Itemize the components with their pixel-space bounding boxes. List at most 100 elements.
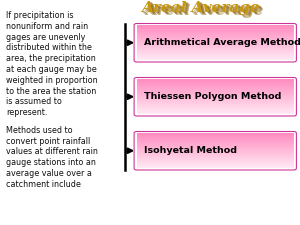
Bar [136,144,294,145]
Bar [136,145,294,146]
Bar [136,100,294,101]
Bar [136,109,294,110]
Bar [136,108,294,109]
Bar [136,107,294,108]
Text: Isohyetal Method: Isohyetal Method [144,146,237,155]
Bar [136,92,294,93]
Bar [136,99,294,100]
Bar [136,85,294,86]
Bar [136,88,294,89]
Text: Areal Average: Areal Average [143,2,262,16]
Bar [136,40,294,41]
Bar [136,103,294,104]
Bar [136,38,294,39]
Bar [136,133,294,134]
Bar [136,141,294,142]
Bar [136,104,294,105]
Bar [136,101,294,102]
Text: Areal Average: Areal Average [145,4,264,18]
Bar [136,27,294,28]
Bar [136,136,294,137]
Bar [136,140,294,141]
Bar [136,55,294,56]
Bar [136,56,294,57]
Bar [136,160,294,161]
Bar [136,106,294,107]
Bar [136,43,294,44]
Bar [136,112,294,113]
Bar [136,163,294,164]
Bar [136,143,294,144]
Bar [136,59,294,60]
Bar [136,142,294,143]
Text: Areal Average: Areal Average [142,1,260,15]
Bar [136,28,294,29]
Bar [136,158,294,159]
Bar [136,50,294,51]
Bar [136,35,294,36]
Bar [136,165,294,166]
Bar [136,166,294,167]
Bar [136,97,294,98]
Bar [136,153,294,154]
Bar [136,162,294,163]
Bar [136,80,294,81]
Bar [136,110,294,111]
Bar [136,86,294,87]
Bar [136,48,294,49]
Bar [136,26,294,27]
Bar [136,157,294,158]
Bar [136,149,294,150]
Bar [136,89,294,90]
Bar [136,58,294,59]
Bar [136,30,294,31]
Bar [136,113,294,114]
Text: Arithmetical Average Method: Arithmetical Average Method [144,38,300,47]
Bar [136,52,294,53]
Bar [136,57,294,58]
Bar [136,84,294,85]
Bar [136,98,294,99]
Bar [136,52,294,53]
Bar [136,41,294,42]
Bar [136,164,294,165]
Bar [136,147,294,148]
Bar [136,44,294,45]
Text: Methods used to
convert point rainfall
values at different rain
gauge stations i: Methods used to convert point rainfall v… [6,126,98,189]
Bar [136,59,294,60]
Bar [136,39,294,40]
Bar [136,36,294,37]
Bar [136,150,294,151]
Bar [136,153,294,154]
Bar [136,134,294,135]
Bar [136,37,294,38]
Bar [136,159,294,160]
Bar [136,81,294,82]
Bar [136,91,294,92]
Bar [136,45,294,46]
Bar [136,146,294,147]
Bar [136,32,294,33]
Bar [136,45,294,46]
Bar [136,148,294,149]
Bar [136,167,294,168]
Bar [136,99,294,100]
Bar [136,29,294,30]
Bar [136,47,294,48]
Bar [136,33,294,34]
Bar [136,102,294,103]
Bar [136,49,294,50]
Text: Areal Average: Areal Average [144,3,263,17]
Bar [136,154,294,155]
Bar [136,106,294,107]
Bar [136,138,294,139]
Bar [136,92,294,93]
Bar [136,135,294,136]
Bar [136,95,294,96]
Bar [136,167,294,168]
Bar [136,156,294,157]
Bar [136,83,294,84]
Text: If precipitation is
nonuniform and rain
gages are unevenly
distributed within th: If precipitation is nonuniform and rain … [6,11,98,117]
Bar [136,113,294,114]
Bar [136,90,294,91]
